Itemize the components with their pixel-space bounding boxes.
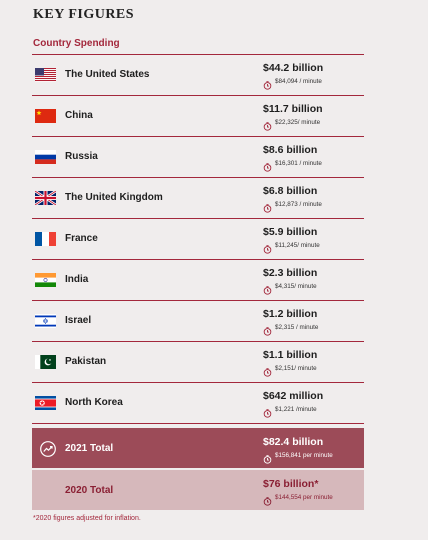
divider xyxy=(32,54,364,55)
flag-icon xyxy=(35,396,56,410)
total-row xyxy=(32,428,364,468)
per-minute: $4,315/ minute xyxy=(275,283,317,290)
footnote: *2020 figures adjusted for inflation. xyxy=(33,515,141,522)
clock-icon xyxy=(263,364,272,382)
divider xyxy=(32,218,364,219)
country-name: Russia xyxy=(65,151,98,162)
flag-icon xyxy=(35,273,56,287)
per-minute: $144,554 per minute xyxy=(275,494,333,501)
divider xyxy=(32,136,364,137)
per-minute: $16,301 / minute xyxy=(275,160,322,167)
clock-icon xyxy=(263,323,272,341)
amount: $642 million xyxy=(263,390,324,402)
clock-icon xyxy=(263,118,272,136)
per-minute: $156,841 per minute xyxy=(275,452,333,459)
divider xyxy=(32,259,364,260)
clock-icon xyxy=(263,451,272,469)
amount: $44.2 billion xyxy=(263,62,324,74)
flag-icon xyxy=(35,232,56,246)
country-name: France xyxy=(65,233,98,244)
clock-icon xyxy=(263,405,272,423)
amount: $5.9 billion xyxy=(263,226,318,238)
flag-icon xyxy=(35,314,56,328)
country-name: The United Kingdom xyxy=(65,192,163,203)
divider xyxy=(32,300,364,301)
flag-icon xyxy=(35,355,56,369)
clock-icon xyxy=(263,200,272,218)
clock-icon xyxy=(263,493,272,511)
per-minute: $2,315 / minute xyxy=(275,324,319,331)
per-minute: $2,151/ minute xyxy=(275,365,317,372)
total-label: 2020 Total xyxy=(65,485,114,496)
clock-icon xyxy=(263,77,272,95)
country-name: India xyxy=(65,274,89,285)
flag-icon xyxy=(35,68,56,82)
country-name: North Korea xyxy=(65,397,123,408)
clock-icon xyxy=(263,159,272,177)
amount: $11.7 billion xyxy=(263,103,323,115)
divider xyxy=(32,341,364,342)
total-label: 2021 Total xyxy=(65,443,114,454)
total-amount: $76 billion* xyxy=(263,478,319,490)
per-minute: $11,245/ minute xyxy=(275,242,320,249)
divider xyxy=(32,423,364,424)
trend-icon xyxy=(40,441,56,462)
flag-icon xyxy=(34,189,57,207)
section-title: Country Spending xyxy=(33,38,120,49)
total-row xyxy=(32,470,364,510)
country-name: Israel xyxy=(65,315,92,326)
amount: $1.2 billion xyxy=(263,308,318,320)
amount: $1.1 billion xyxy=(263,349,318,361)
amount: $8.6 billion xyxy=(263,144,318,156)
total-amount: $82.4 billion xyxy=(263,436,324,448)
per-minute: $12,873 / minute xyxy=(275,201,322,208)
divider xyxy=(32,95,364,96)
divider xyxy=(32,177,364,178)
country-name: Pakistan xyxy=(65,356,107,367)
per-minute: $22,325/ minute xyxy=(275,119,321,126)
divider xyxy=(32,382,364,383)
per-minute: $1,221 /minute xyxy=(275,406,317,413)
title: KEY FIGURES xyxy=(33,7,135,22)
country-name: China xyxy=(65,110,93,121)
per-minute: $84,094 / minute xyxy=(275,78,322,85)
clock-icon xyxy=(263,241,272,259)
amount: $2.3 billion xyxy=(263,267,318,279)
country-name: The United States xyxy=(65,69,150,80)
flag-icon xyxy=(35,109,56,123)
clock-icon xyxy=(263,282,272,300)
amount: $6.8 billion xyxy=(263,185,318,197)
flag-icon xyxy=(35,150,56,164)
